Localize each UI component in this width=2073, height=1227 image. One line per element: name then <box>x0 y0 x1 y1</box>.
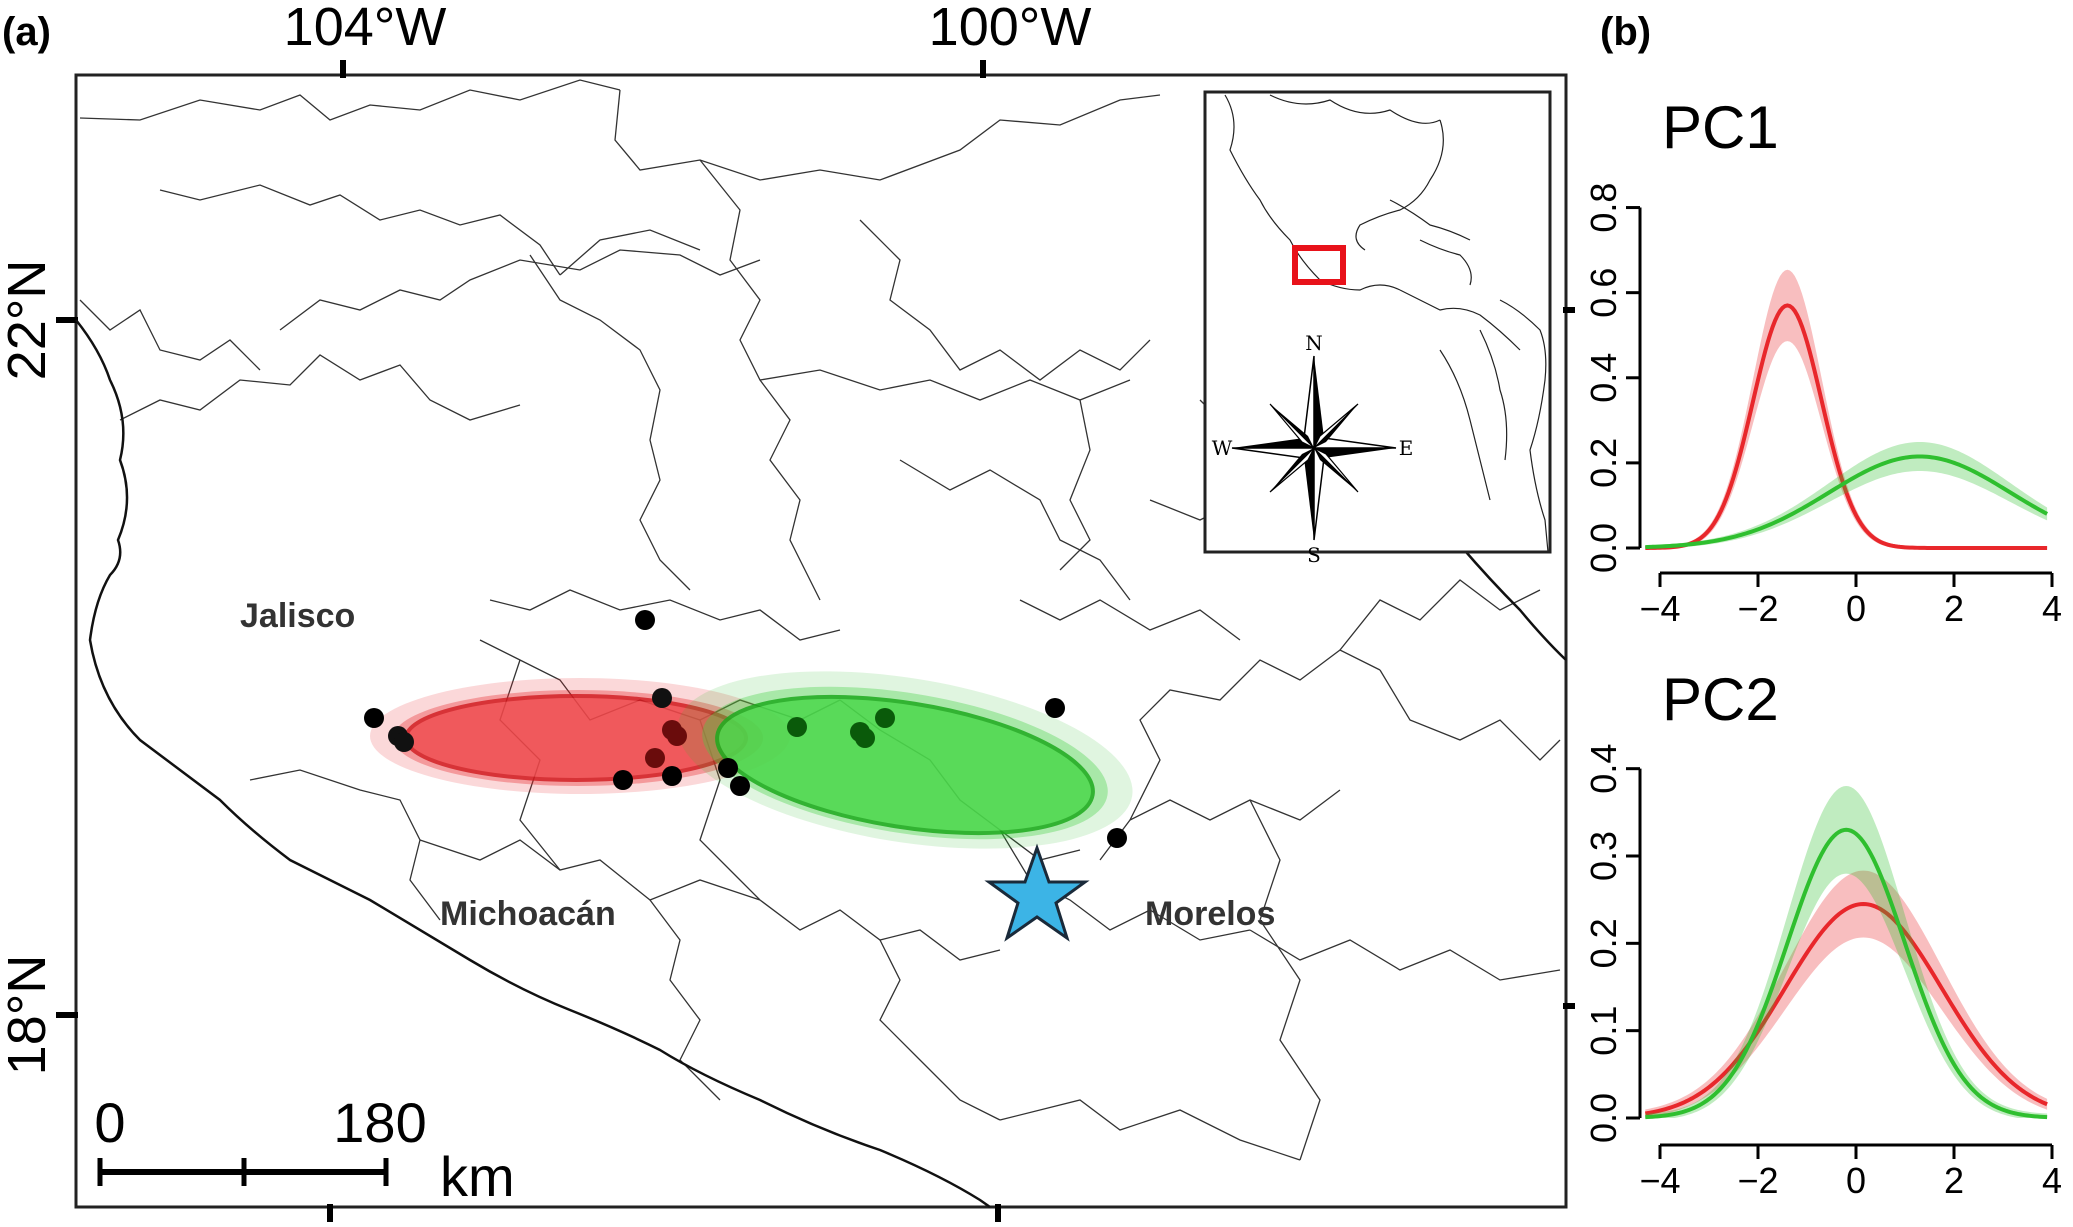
pc2-y-axis: 0.0 0.1 0.2 0.3 0.4 <box>1583 744 1642 1143</box>
y-tick-label: 0.1 <box>1583 1006 1624 1056</box>
lon-label-100w: 100°W <box>929 0 1092 57</box>
x-tick-label: 0 <box>1846 1160 1866 1201</box>
occurrence-points <box>364 610 1127 848</box>
y-tick-label: 0.2 <box>1583 918 1624 968</box>
panel-label-b: (b) <box>1600 10 1651 54</box>
lat-label-22n: 22°N <box>0 260 57 381</box>
point <box>635 610 655 630</box>
series-line <box>1645 303 2048 550</box>
x-tick-label: 4 <box>2042 588 2062 629</box>
y-tick-label: 0.3 <box>1583 831 1624 881</box>
scale-bar: 0 180 km <box>94 1091 514 1208</box>
inset-map: N S E W <box>1203 90 1552 567</box>
y-tick-label: 0.4 <box>1583 353 1624 403</box>
point <box>1045 698 1065 718</box>
state-label-morelos: Morelos <box>1145 895 1275 933</box>
y-tick-label: 0.0 <box>1583 1093 1624 1143</box>
point <box>645 748 665 768</box>
series-band <box>1645 785 2048 1118</box>
lat-label-18n: 18°N <box>0 955 57 1076</box>
compass-e: E <box>1399 436 1414 460</box>
point <box>364 708 384 728</box>
pc1-x-axis: −4 −2 0 2 4 <box>1639 571 2062 629</box>
compass-s: S <box>1307 543 1321 567</box>
series-line <box>1645 827 2048 1120</box>
pc1-series <box>1645 269 2049 550</box>
x-tick-label: −4 <box>1639 588 1680 629</box>
scalebar-start: 0 <box>94 1091 125 1154</box>
pc1-y-axis: 0.0 0.2 0.4 0.6 0.8 <box>1583 183 1642 573</box>
series-line <box>1644 902 2048 1116</box>
coastline <box>75 319 991 1209</box>
y-tick-label: 0.4 <box>1583 744 1624 794</box>
map-panel: 104°W 100°W 22°N 18°N <box>0 0 1575 1222</box>
scalebar-unit: km <box>440 1145 515 1208</box>
series-band <box>1645 870 2048 1118</box>
pc2-title: PC2 <box>1662 666 1779 733</box>
point <box>667 726 687 746</box>
y-tick-label: 0.8 <box>1583 183 1624 233</box>
point <box>613 770 633 790</box>
series-line <box>1645 454 2049 550</box>
point <box>787 717 807 737</box>
x-tick-label: 2 <box>1944 588 1964 629</box>
point <box>875 708 895 728</box>
x-tick-label: 4 <box>2042 1160 2062 1201</box>
x-tick-label: −4 <box>1639 1160 1680 1201</box>
point <box>662 766 682 786</box>
x-tick-label: 2 <box>1944 1160 1964 1201</box>
pc1-chart: PC1 0.0 0.2 0.4 0.6 0.8 −4 −2 0 2 4 <box>1583 94 2062 629</box>
coastline-east <box>1459 544 1567 661</box>
series-band <box>1645 441 2048 548</box>
star-icon <box>984 843 1090 942</box>
state-label-michoacan: Michoacán <box>440 895 616 933</box>
lon-label-104w: 104°W <box>284 0 447 57</box>
pc1-title: PC1 <box>1662 94 1779 161</box>
compass-n: N <box>1305 331 1323 355</box>
x-tick-label: 0 <box>1846 588 1866 629</box>
y-tick-label: 0.2 <box>1583 438 1624 488</box>
series-band <box>1645 269 2048 548</box>
state-label-jalisco: Jalisco <box>240 597 355 635</box>
point <box>1107 828 1127 848</box>
pc2-series <box>1644 785 2048 1120</box>
point <box>394 732 414 752</box>
x-tick-label: −2 <box>1737 588 1778 629</box>
inset-frame <box>1203 90 1552 554</box>
pc2-chart: PC2 0.0 0.1 0.2 0.3 0.4 −4 −2 0 2 4 <box>1583 666 2062 1201</box>
inset-study-area <box>1292 245 1346 285</box>
x-tick-label: −2 <box>1737 1160 1778 1201</box>
point <box>855 728 875 748</box>
point <box>730 776 750 796</box>
pc2-x-axis: −4 −2 0 2 4 <box>1639 1143 2062 1201</box>
compass-icon: N S E W <box>1212 331 1414 567</box>
point <box>652 688 672 708</box>
y-tick-label: 0.0 <box>1583 523 1624 573</box>
compass-w: W <box>1212 436 1233 460</box>
scalebar-end: 180 <box>333 1091 426 1154</box>
point <box>718 758 738 778</box>
y-tick-label: 0.6 <box>1583 268 1624 318</box>
red-niche-ellipse <box>370 678 790 794</box>
panel-label-a: (a) <box>2 10 51 54</box>
